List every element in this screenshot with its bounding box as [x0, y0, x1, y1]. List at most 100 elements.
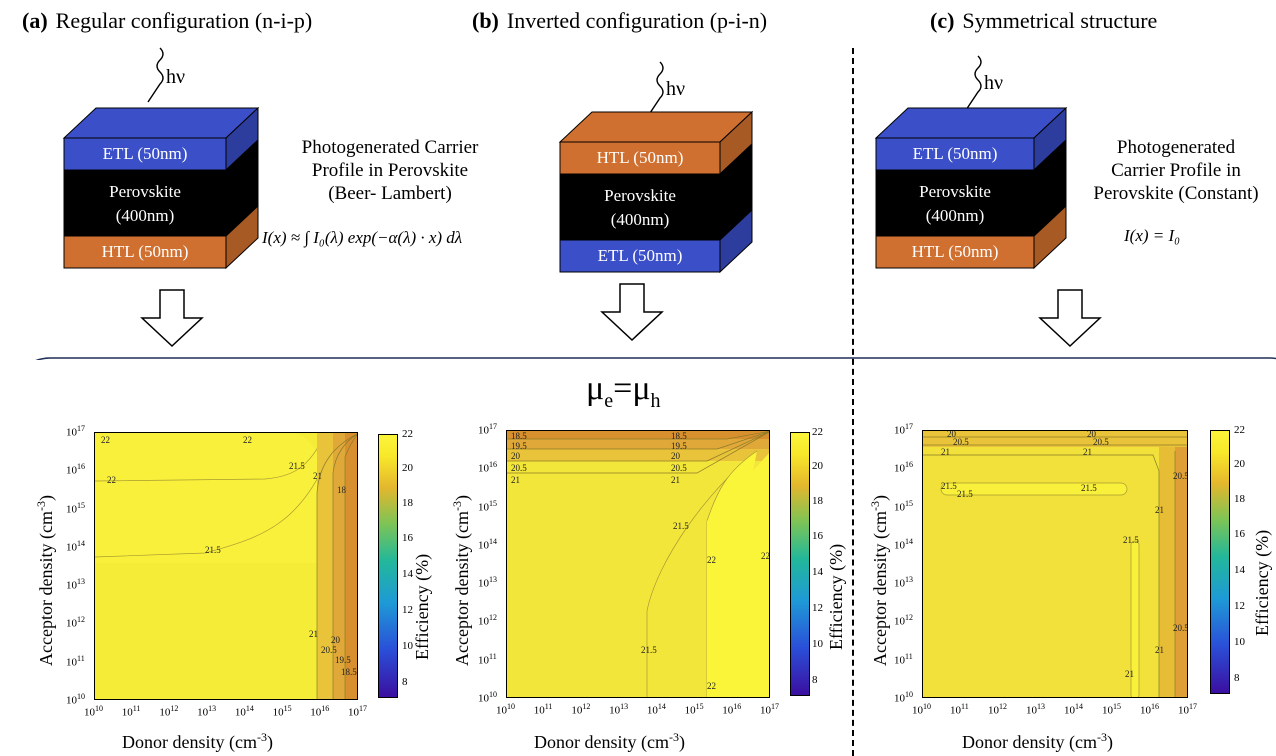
contour-label: 21 — [671, 475, 680, 485]
x-tick-label: 1016 — [1140, 702, 1159, 717]
stack-a — [62, 106, 260, 270]
cbar-tick: 22 — [1234, 424, 1245, 436]
y-tick-label: 1010 — [478, 690, 497, 705]
x-tick-label: 1010 — [84, 704, 103, 719]
hv-label-b: hν — [666, 78, 686, 100]
x-tick-label: 1012 — [159, 704, 179, 719]
heatmap-a: 22 22 22 21.5 21.5 21 21 20.5 20 19.5 18… — [94, 432, 358, 700]
contour-label: 20.5 — [1173, 471, 1188, 481]
y-axis-title-c: Acceptor density (cm-3) — [868, 495, 890, 666]
cbar-tick: 22 — [812, 426, 823, 438]
contour-label: 22 — [101, 435, 110, 445]
x-tick-label: 1015 — [1102, 702, 1121, 717]
y-tick-label: 1012 — [894, 613, 913, 629]
colorbar-title-b: Efficiency (%) — [826, 543, 846, 650]
contour-label: 20.5 — [1173, 623, 1188, 633]
x-tick-label: 1014 — [646, 702, 666, 717]
layer-c-top: ETL (50nm) — [912, 144, 998, 163]
cbar-tick: 8 — [812, 674, 818, 686]
contour-label: 21 — [941, 447, 950, 457]
cbar-tick: 18 — [1234, 493, 1245, 505]
contour-label: 22 — [761, 551, 770, 561]
contour-label: 21 — [313, 471, 322, 481]
cbar-tick: 12 — [402, 604, 413, 616]
contour-label: 21 — [1155, 645, 1164, 655]
carrier-profile-desc-c: Photogenerated Carrier Profile in Perovski… — [1093, 137, 1259, 204]
contour-label: 18.5 — [341, 667, 357, 677]
colorbar-title-c: Efficiency (%) — [1252, 529, 1272, 636]
cbar-tick: 10 — [1234, 636, 1245, 648]
layer-c-bottom: HTL (50nm) — [911, 242, 999, 261]
contour-label: 21.5 — [1081, 483, 1097, 493]
hv-label-a: hν — [166, 66, 186, 88]
results-frame — [35, 357, 1276, 360]
layer-c-mid2: (400nm) — [925, 206, 985, 225]
layer-b-top: HTL (50nm) — [596, 148, 684, 167]
layer-a-top: ETL (50nm) — [102, 144, 188, 163]
panel-divider — [852, 48, 854, 756]
cbar-tick: 20 — [402, 462, 413, 474]
y-tick-label: 1017 — [66, 424, 85, 439]
layer-b-mid2: (400nm) — [610, 210, 670, 229]
contour-label: 21.5 — [205, 545, 221, 555]
y-tick-label: 1016 — [478, 460, 497, 475]
y-tick-label: 1010 — [66, 692, 85, 707]
cbar-tick: 8 — [402, 676, 408, 688]
y-tick-label: 1015 — [894, 498, 913, 514]
cbar-tick: 14 — [1234, 564, 1245, 576]
x-tick-label: 1013 — [609, 702, 629, 717]
x-tick-label: 1011 — [121, 704, 141, 719]
x-axis-title-c: Donor density (cm-3) — [962, 730, 1113, 752]
y-tick-label: 1014 — [66, 538, 85, 554]
contour-label: 21.5 — [673, 521, 689, 531]
panel-b-title: (b) Inverted configuration (p-i-n) — [472, 8, 768, 33]
contour-label: 20 — [331, 635, 340, 645]
x-tick-label: 1017 — [1178, 702, 1197, 717]
x-tick-label: 1011 — [950, 702, 969, 717]
x-axis-title-a: Donor density (cm-3) — [122, 730, 273, 752]
contour-label: 21.5 — [1123, 535, 1139, 545]
contour-label: 20.5 — [953, 437, 969, 447]
contour-label: 19.5 — [511, 441, 527, 451]
contour-label: 20.5 — [1093, 437, 1109, 447]
contour-label: 21 — [511, 475, 520, 485]
x-tick-label: 1017 — [760, 702, 779, 717]
colorbar-a — [378, 434, 398, 698]
constant-formula: I(x) = I₀ — [1124, 226, 1181, 245]
x-tick-label: 1013 — [1026, 702, 1045, 717]
photon-arrow-a — [147, 47, 164, 103]
contour-label: 20 — [947, 430, 956, 439]
y-tick-label: 1015 — [478, 498, 497, 514]
heatmap-b: 18.5 19.5 20 20.5 21 18.5 19.5 20 20.5 2… — [506, 430, 770, 698]
contour-label: 19.5 — [671, 441, 687, 451]
mobility-condition: μe=μh — [586, 370, 661, 412]
x-tick-label: 1016 — [722, 702, 742, 717]
stack-b — [558, 110, 754, 274]
x-tick-label: 1015 — [272, 704, 292, 719]
cbar-tick: 20 — [1234, 458, 1245, 470]
layer-c-mid1: Perovskite — [919, 182, 991, 201]
layer-a-mid1: Perovskite — [109, 182, 181, 201]
cbar-tick: 16 — [812, 530, 823, 542]
contour-label: 18 — [337, 485, 346, 495]
contour-label: 22 — [707, 555, 716, 565]
contour-label: 19.5 — [335, 655, 351, 665]
layer-a-bottom: HTL (50nm) — [101, 242, 189, 261]
x-tick-label: 1010 — [496, 702, 515, 717]
contour-label: 20.5 — [321, 645, 337, 655]
y-tick-label: 1013 — [66, 577, 85, 592]
x-tick-label: 1012 — [571, 702, 591, 717]
contour-label: 21.5 — [941, 481, 957, 491]
x-tick-label: 1012 — [988, 702, 1007, 717]
panel-c-title: (c) Symmetrical structure — [930, 8, 1158, 33]
contour-label: 22 — [707, 681, 716, 691]
contour-label: 21 — [1083, 447, 1092, 457]
cbar-tick: 10 — [402, 640, 413, 652]
y-tick-label: 1013 — [478, 575, 497, 590]
device-stacks — [35, 47, 1276, 360]
cbar-tick: 12 — [1234, 600, 1245, 612]
y-tick-label: 1011 — [66, 653, 85, 669]
down-arrow-b — [600, 283, 664, 342]
y-tick-label: 1016 — [894, 460, 913, 475]
x-axis-title-b: Donor density (cm-3) — [534, 730, 685, 752]
